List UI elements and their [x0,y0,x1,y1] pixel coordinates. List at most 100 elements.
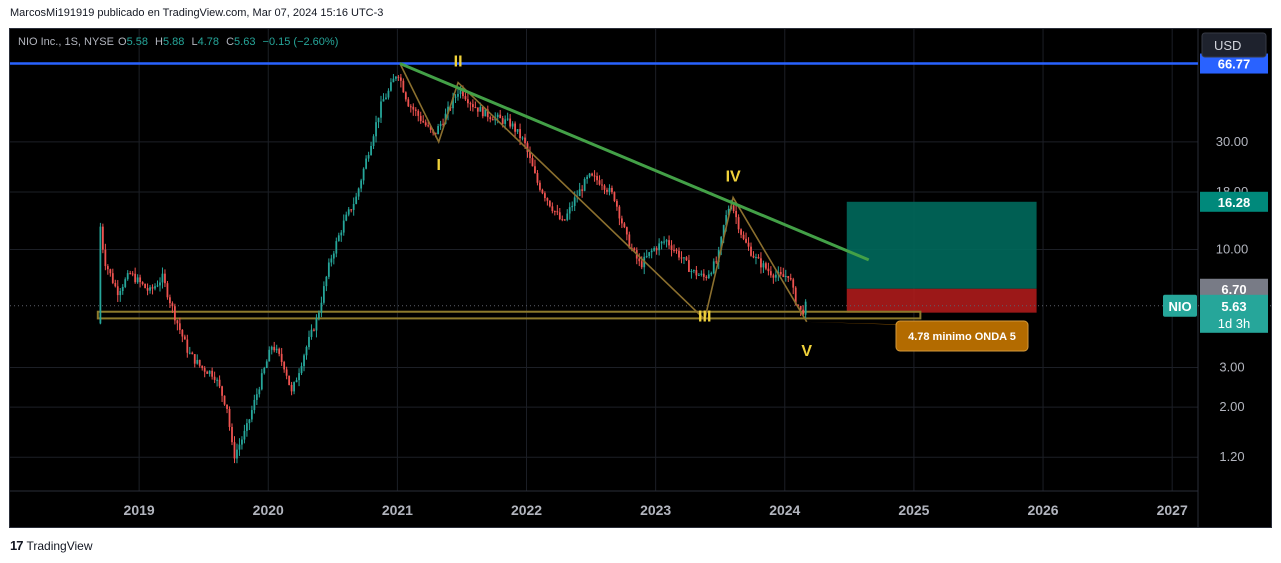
stop-zone [846,288,1037,313]
candle-body-184 [556,211,559,213]
candle-body-186 [561,219,564,221]
candle-body-226 [660,241,663,244]
candle-body-114 [382,99,385,102]
candle-body-270 [769,271,772,276]
candle-body-168 [516,129,519,132]
tradingview-logo-icon[interactable]: 17 [10,538,24,553]
candle-body-54 [233,442,236,459]
candle-body-74 [283,361,286,370]
candle-body-280 [794,287,797,305]
candle-body-246 [710,273,713,275]
candle-body-203 [603,185,606,190]
candle-body-93 [330,258,333,263]
candle-body-218 [640,261,643,268]
candle-body-63 [255,394,258,400]
candle-body-225 [658,243,661,251]
candle-body-57 [241,439,243,445]
candle-body-3 [106,266,109,270]
y-tick-label-4: 2.00 [1219,399,1244,414]
candle-body-122 [402,80,405,93]
candle-body-150 [471,104,474,108]
candle-body-255 [732,205,735,211]
candle-body-281 [797,304,800,306]
candle-body-195 [583,179,586,191]
candle-body-5 [111,273,114,284]
callout-pointer [806,321,920,325]
candle-body-170 [521,137,524,139]
time-axis: 2019 2020 2021 2022 2023 2024 2025 2026 2027 [124,502,1188,518]
candle-body-181 [548,200,551,207]
candle-body-272 [774,274,777,278]
last-price-text: 5.63 [1221,299,1246,314]
candle-body-115 [385,97,387,100]
currency-button[interactable]: USD [1201,32,1267,58]
candle-body-278 [789,277,792,280]
candle-body-76 [288,375,291,385]
candle-body-61 [250,410,253,420]
callout-text: 4.78 minimo ONDA 5 [908,331,1016,343]
candle-body-232 [675,249,678,251]
candle-body-175 [534,166,536,174]
candle-body-179 [543,193,546,199]
candle-body-247 [712,261,715,274]
candle-body-64 [258,389,261,395]
candle-body-224 [655,248,658,251]
candle-body-188 [566,213,569,220]
y-tick-label-2: 10.00 [1216,242,1249,257]
candle-body-248 [715,261,718,263]
candle-body-10 [124,279,127,287]
candle-body-185 [558,212,561,220]
candle-body-100 [347,209,350,215]
candle-body-164 [506,118,509,120]
candle-body-235 [683,257,685,259]
candle-body-137 [439,123,442,127]
candle-body-47 [216,379,219,381]
candle-body-9 [121,286,124,292]
candle-body-264 [755,257,757,259]
candle-body-243 [702,273,705,277]
candle-body-58 [243,430,246,440]
candle-body-84 [308,336,310,348]
candle-body-148 [467,99,469,104]
candle-body-244 [705,276,708,279]
price-badge-0 [1200,53,1268,74]
candle-body-23 [156,285,159,287]
candle-body-17 [141,282,144,284]
candle-body-196 [586,176,589,180]
candle-body-98 [342,220,345,233]
candle-body-65 [260,373,263,390]
candle-body-200 [596,176,598,181]
x-tick-label-5: 2024 [769,502,800,518]
candle-body-92 [327,262,330,277]
candle-body-166 [511,123,514,127]
candle-body-25 [161,273,164,283]
candle-body-101 [350,209,353,211]
legend-close-label: C [226,36,234,48]
candle-body-283 [802,309,805,315]
candle-body-72 [278,348,281,354]
candle-body-146 [462,88,464,97]
candle-body-24 [159,282,161,286]
legend-low-label: L [191,36,197,48]
price-badge-2 [1200,278,1268,299]
candle-body-229 [668,240,670,246]
footer-logo-text[interactable]: TradingView [26,538,93,553]
candle-body-16 [139,277,142,283]
chart-panel[interactable]: I II III IV V 4.78 minimo ONDA 5 30.00 18.00 10… [9,28,1272,528]
candle-body-240 [695,270,698,276]
candle-body-176 [536,173,539,183]
candle-body-46 [213,376,216,380]
candle-body-91 [325,276,328,287]
candle-body-94 [332,253,335,259]
symbol-badge [1163,294,1197,317]
candle-body-236 [685,257,688,261]
candle-body-11 [126,273,129,280]
x-tick-label-8: 2027 [1157,502,1188,518]
legend-open: 5.58 [127,36,148,48]
descending-trendline [399,62,870,262]
symbol-badge-text: NIO [1168,299,1191,314]
candle-body-267 [762,263,765,268]
currency-button-label[interactable]: USD [1214,38,1241,53]
